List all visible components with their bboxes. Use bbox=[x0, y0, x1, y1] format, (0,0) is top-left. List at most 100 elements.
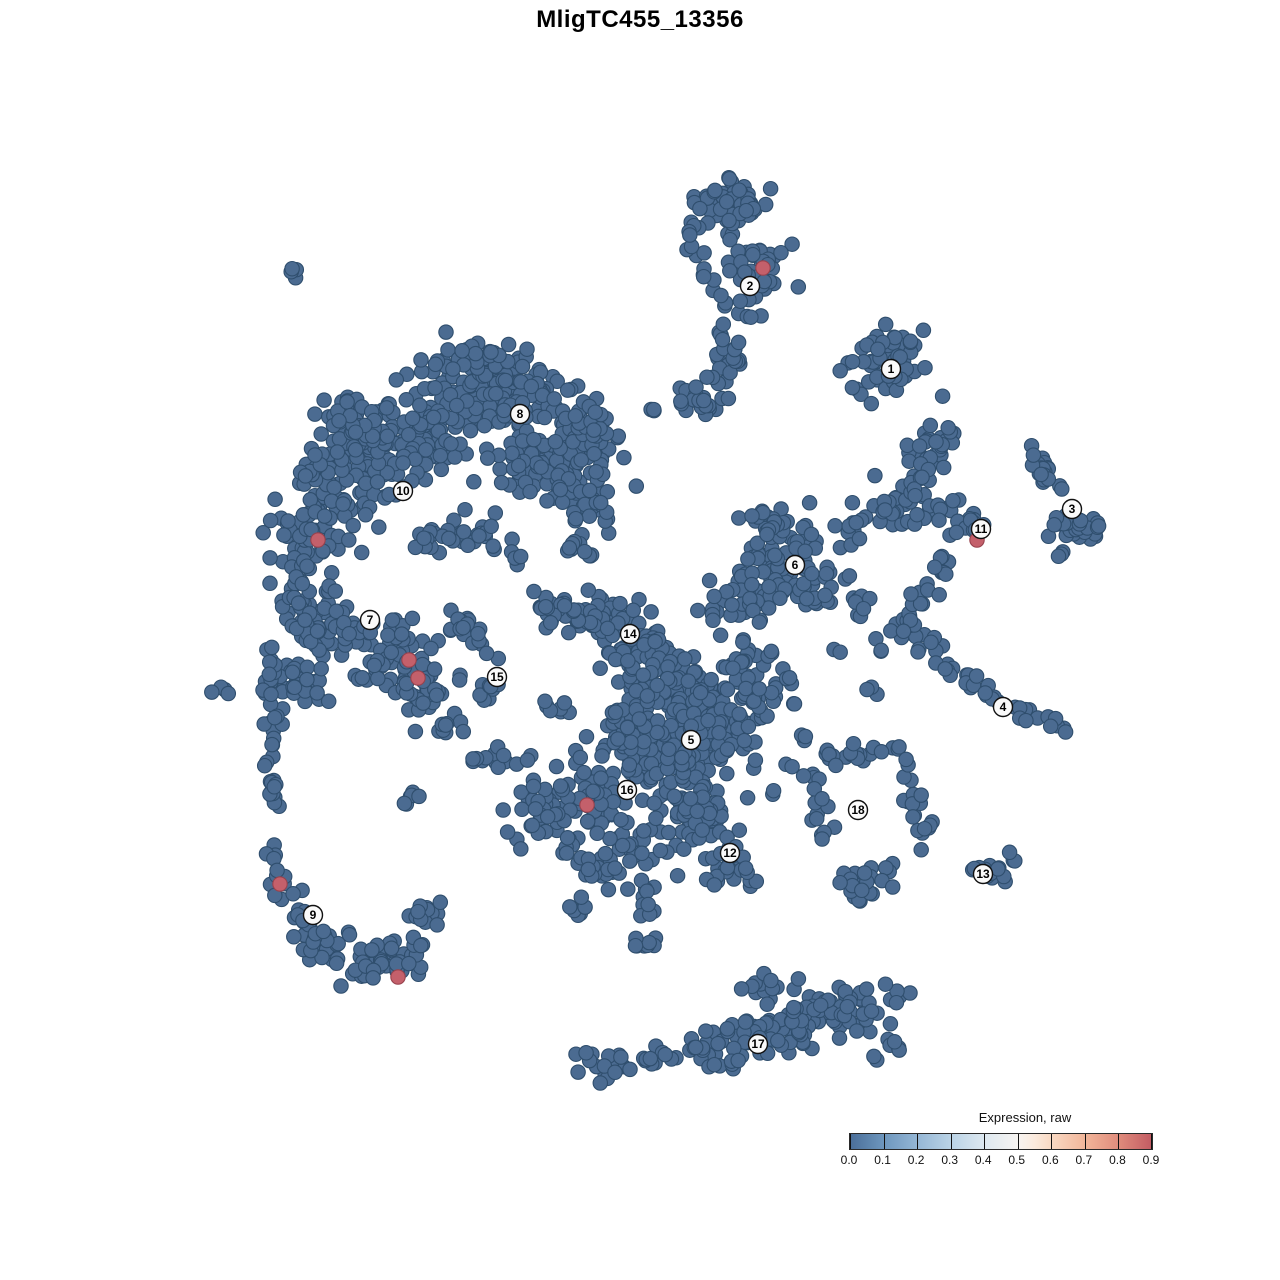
cell-point bbox=[523, 378, 540, 395]
cell-point bbox=[495, 747, 512, 764]
cell-point bbox=[905, 809, 921, 825]
cell-point bbox=[495, 802, 511, 818]
cell-point bbox=[597, 845, 614, 862]
cell-point bbox=[276, 527, 292, 543]
cell-point bbox=[309, 623, 326, 639]
cell-point bbox=[917, 359, 933, 376]
cell-point bbox=[703, 671, 719, 688]
cluster-label-4: 4 bbox=[992, 696, 1014, 718]
cell-point bbox=[576, 764, 592, 781]
cell-point bbox=[466, 474, 482, 490]
cell-point bbox=[701, 572, 718, 589]
cell-point bbox=[911, 438, 928, 454]
cell-point bbox=[341, 927, 358, 943]
cell-point bbox=[719, 741, 736, 757]
cell-point bbox=[410, 903, 426, 920]
cell-point bbox=[383, 940, 400, 957]
cell-point bbox=[635, 667, 651, 683]
cell-point bbox=[640, 896, 656, 913]
cell-point bbox=[537, 693, 553, 710]
cell-point bbox=[428, 687, 445, 703]
cell-point bbox=[307, 447, 323, 463]
cell-point bbox=[559, 382, 576, 398]
cell-point bbox=[599, 620, 616, 637]
cell-point bbox=[692, 684, 709, 701]
cell-point bbox=[721, 171, 738, 187]
cell-point bbox=[945, 492, 961, 509]
cell-point bbox=[607, 860, 623, 876]
cell-point bbox=[914, 469, 930, 486]
cell-point bbox=[263, 686, 279, 703]
cell-point bbox=[567, 408, 584, 424]
cell-point bbox=[841, 568, 858, 584]
cell-point bbox=[740, 551, 756, 567]
cell-point bbox=[309, 685, 325, 701]
cell-point bbox=[519, 752, 536, 768]
cell-point bbox=[902, 612, 919, 628]
cell-point bbox=[928, 434, 944, 450]
cell-point bbox=[1050, 548, 1067, 565]
cell-point bbox=[552, 481, 569, 498]
cell-point bbox=[812, 997, 829, 1013]
cell-point bbox=[592, 494, 609, 511]
cell-point bbox=[1057, 724, 1074, 740]
cell-point bbox=[407, 723, 424, 740]
legend-tick-labels: 0.0 0.1 0.2 0.3 0.4 0.5 0.6 0.7 0.8 0.9 bbox=[841, 1153, 1160, 1169]
cluster-label-2: 2 bbox=[739, 275, 761, 297]
svg-text:14: 14 bbox=[623, 627, 637, 641]
cell-point bbox=[931, 587, 947, 603]
cell-point bbox=[915, 322, 932, 339]
cell-point bbox=[923, 634, 939, 651]
cell-point bbox=[882, 1016, 899, 1032]
cell-point bbox=[443, 436, 459, 452]
cell-point bbox=[622, 1061, 638, 1078]
cell-point bbox=[614, 837, 631, 854]
cell-point bbox=[745, 602, 761, 619]
cell-point bbox=[280, 513, 296, 529]
cell-point bbox=[462, 422, 479, 439]
cell-point bbox=[827, 518, 843, 534]
cell-point bbox=[737, 860, 754, 876]
cell-point bbox=[416, 530, 432, 546]
cell-point bbox=[719, 1021, 736, 1037]
cell-point bbox=[657, 1046, 673, 1063]
cell-point bbox=[669, 867, 686, 884]
cell-point bbox=[877, 502, 893, 518]
cell-point bbox=[785, 999, 802, 1016]
cell-point bbox=[647, 633, 663, 650]
legend-tick-label: 0.4 bbox=[974, 1153, 992, 1167]
cell-point bbox=[294, 575, 311, 592]
cell-point bbox=[692, 200, 708, 217]
cell-point bbox=[266, 779, 283, 795]
cell-point bbox=[934, 388, 951, 404]
cell-point bbox=[492, 461, 508, 477]
cell-point bbox=[744, 508, 760, 524]
legend-tick-mark bbox=[1084, 1134, 1086, 1149]
cell-point bbox=[759, 996, 775, 1012]
cell-point bbox=[866, 1048, 882, 1065]
cell-point bbox=[290, 595, 307, 611]
cell-point bbox=[478, 645, 495, 662]
cell-point bbox=[747, 752, 764, 768]
cell-point bbox=[539, 809, 556, 825]
cell-point bbox=[286, 929, 302, 945]
cell-point bbox=[573, 889, 590, 905]
svg-text:12: 12 bbox=[723, 846, 737, 860]
cell-point bbox=[907, 487, 923, 504]
cell-point bbox=[762, 180, 779, 197]
cell-point bbox=[552, 778, 569, 794]
cell-point bbox=[902, 333, 919, 350]
cell-point bbox=[610, 731, 626, 747]
cell-point bbox=[1001, 844, 1018, 861]
cell-point bbox=[913, 842, 929, 858]
cell-point bbox=[620, 881, 636, 897]
cell-point bbox=[772, 590, 788, 607]
cell-point bbox=[1042, 718, 1059, 735]
svg-text:16: 16 bbox=[620, 783, 634, 797]
cell-point bbox=[562, 899, 578, 915]
cell-point bbox=[554, 494, 571, 510]
cell-point bbox=[643, 604, 659, 620]
cell-point bbox=[497, 372, 514, 389]
cell-point bbox=[542, 615, 559, 631]
cell-point bbox=[600, 881, 617, 898]
